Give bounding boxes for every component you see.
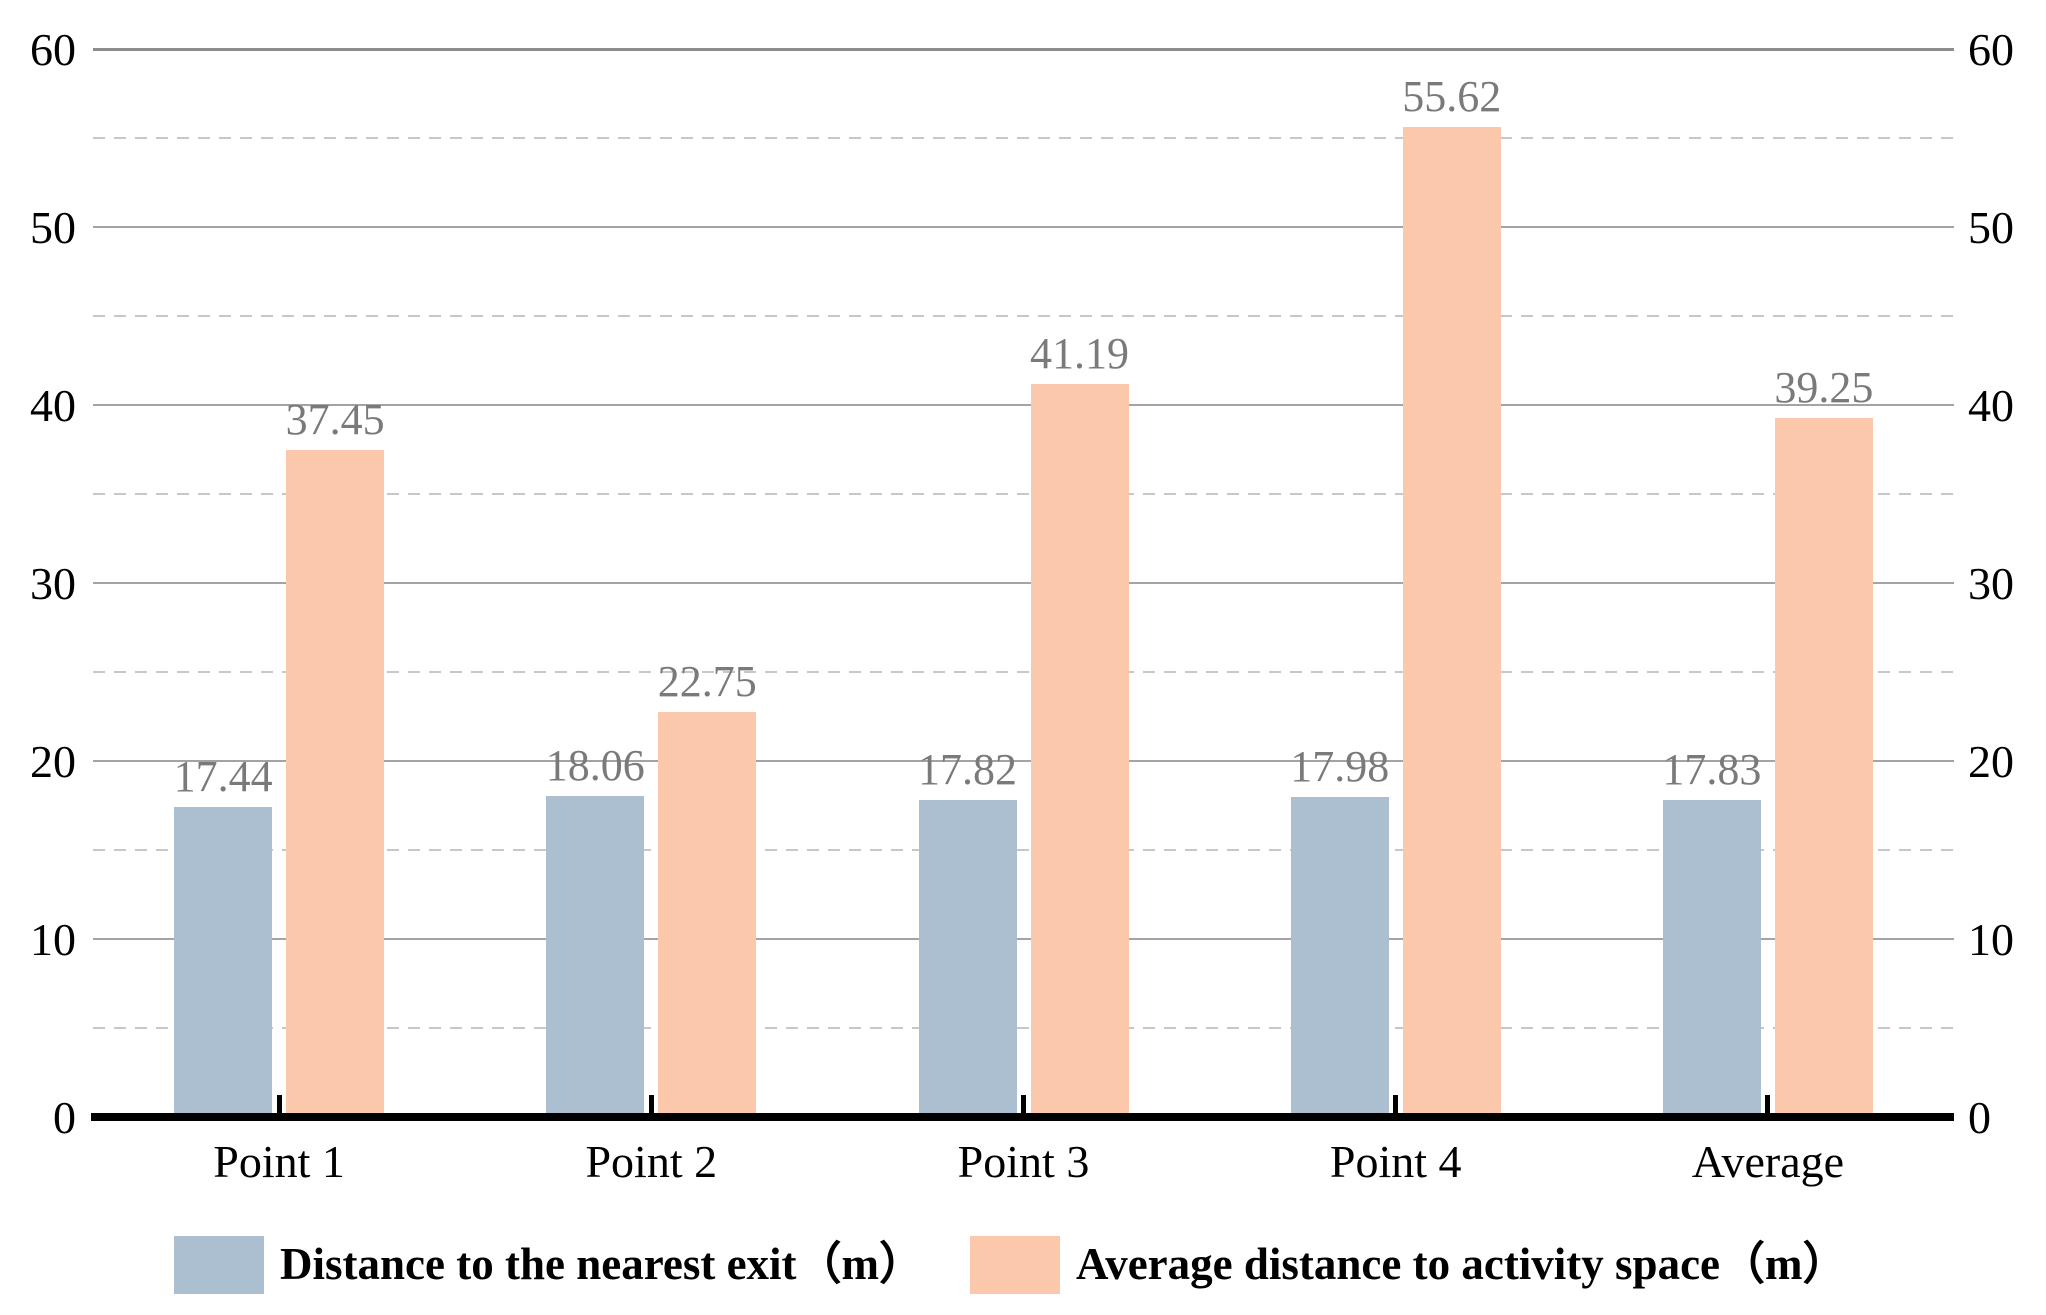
y-tick-label-left: 0 [53,1092,76,1143]
bar-activity-space [1030,383,1129,1117]
y-tick-label-right: 50 [1968,202,2014,253]
bar-nearest-exit [1662,799,1761,1117]
bar-value-label: 18.06 [545,740,645,790]
bar-value-label: 55.62 [1402,71,1502,121]
bar-value-label: 39.25 [1774,363,1874,413]
y-tick-label-left: 10 [30,914,76,965]
legend-item-nearest-exit: Distance to the nearest exit（m） [174,1236,924,1294]
category-tick [1765,1095,1771,1117]
legend: Distance to the nearest exit（m） Average … [174,1236,1848,1294]
category-tick [1021,1095,1026,1117]
x-axis-line [91,1113,1954,1121]
bar-nearest-exit [174,806,273,1117]
x-axis-label: Point 2 [585,1136,718,1187]
x-axis-label: Average [1691,1136,1845,1187]
y-tick-label-right: 0 [1968,1092,1991,1143]
y-tick-label-left: 20 [30,736,76,787]
y-tick-label-right: 30 [1968,558,2014,609]
bar-nearest-exit [918,799,1017,1117]
legend-label: Distance to the nearest exit（m） [280,1239,925,1290]
y-tick-label-left: 40 [30,380,76,431]
bar-value-label: 17.98 [1290,741,1390,791]
y-tick-label-right: 40 [1968,380,2014,431]
minor-gridline [93,493,1954,495]
plot-area: 17.44 37.45 18.06 22.75 17.82 41.19 17.98 55.62… [93,48,1954,1117]
major-gridline [93,226,1954,228]
major-gridline [93,404,1954,406]
legend-label: Average distance to activity space（m） [1076,1239,1848,1290]
y-tick-label-right: 10 [1968,914,2014,965]
bar-value-label: 17.83 [1662,744,1762,794]
y-tick-label-left: 50 [30,202,76,253]
bar-value-label: 41.19 [1030,328,1129,378]
minor-gridline [93,849,1954,851]
category-tick [648,1095,654,1117]
bar-nearest-exit [546,795,645,1117]
minor-gridline [93,671,1954,673]
bar-activity-space [1774,418,1873,1117]
bar-value-label: 17.82 [918,744,1017,794]
y-tick-label-right: 60 [1968,24,2014,75]
legend-swatch-blue [174,1236,264,1294]
legend-swatch-peach [970,1236,1061,1294]
minor-gridline [93,137,1954,139]
bar-activity-space [1402,126,1501,1117]
minor-gridline [93,315,1954,317]
x-axis-label: Point 4 [1329,1136,1462,1187]
top-gridline [93,48,1954,51]
major-gridline [93,582,1954,584]
x-axis-label: Point 1 [213,1136,345,1187]
bar-activity-space [658,712,757,1117]
legend-item-activity-space: Average distance to activity space（m） [970,1236,1848,1294]
bar-activity-space [286,450,385,1117]
category-tick [1393,1095,1399,1117]
bar-nearest-exit [1290,796,1389,1117]
y-tick-label-left: 30 [30,558,76,609]
bar-value-label: 17.44 [173,751,273,801]
major-gridline [93,938,1954,940]
major-gridline [93,760,1954,762]
minor-gridline [93,1027,1954,1029]
y-tick-label-right: 20 [1968,736,2014,787]
x-axis-label: Point 3 [957,1136,1090,1187]
bar-value-label: 37.45 [285,395,385,445]
bar-value-label: 22.75 [657,657,757,707]
category-tick [276,1095,282,1117]
y-tick-label-left: 60 [30,24,76,75]
